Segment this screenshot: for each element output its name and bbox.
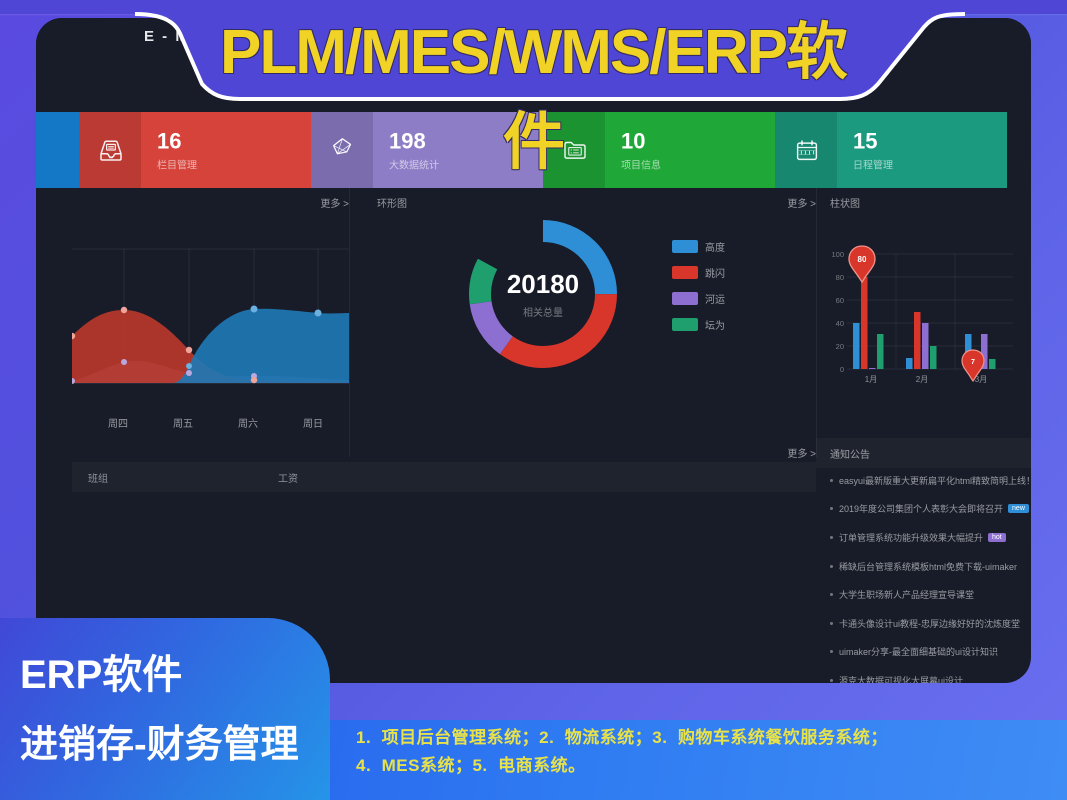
svg-text:100: 100: [831, 250, 844, 259]
svg-text:80: 80: [836, 273, 844, 282]
svg-text:20: 20: [836, 342, 844, 351]
svg-text:2月: 2月: [916, 375, 928, 384]
svg-text:40: 40: [836, 319, 844, 328]
svg-text:7: 7: [971, 359, 975, 366]
svg-text:0: 0: [840, 365, 844, 374]
svg-text:80: 80: [858, 255, 867, 264]
svg-text:60: 60: [836, 296, 844, 305]
svg-text:1月: 1月: [865, 375, 877, 384]
